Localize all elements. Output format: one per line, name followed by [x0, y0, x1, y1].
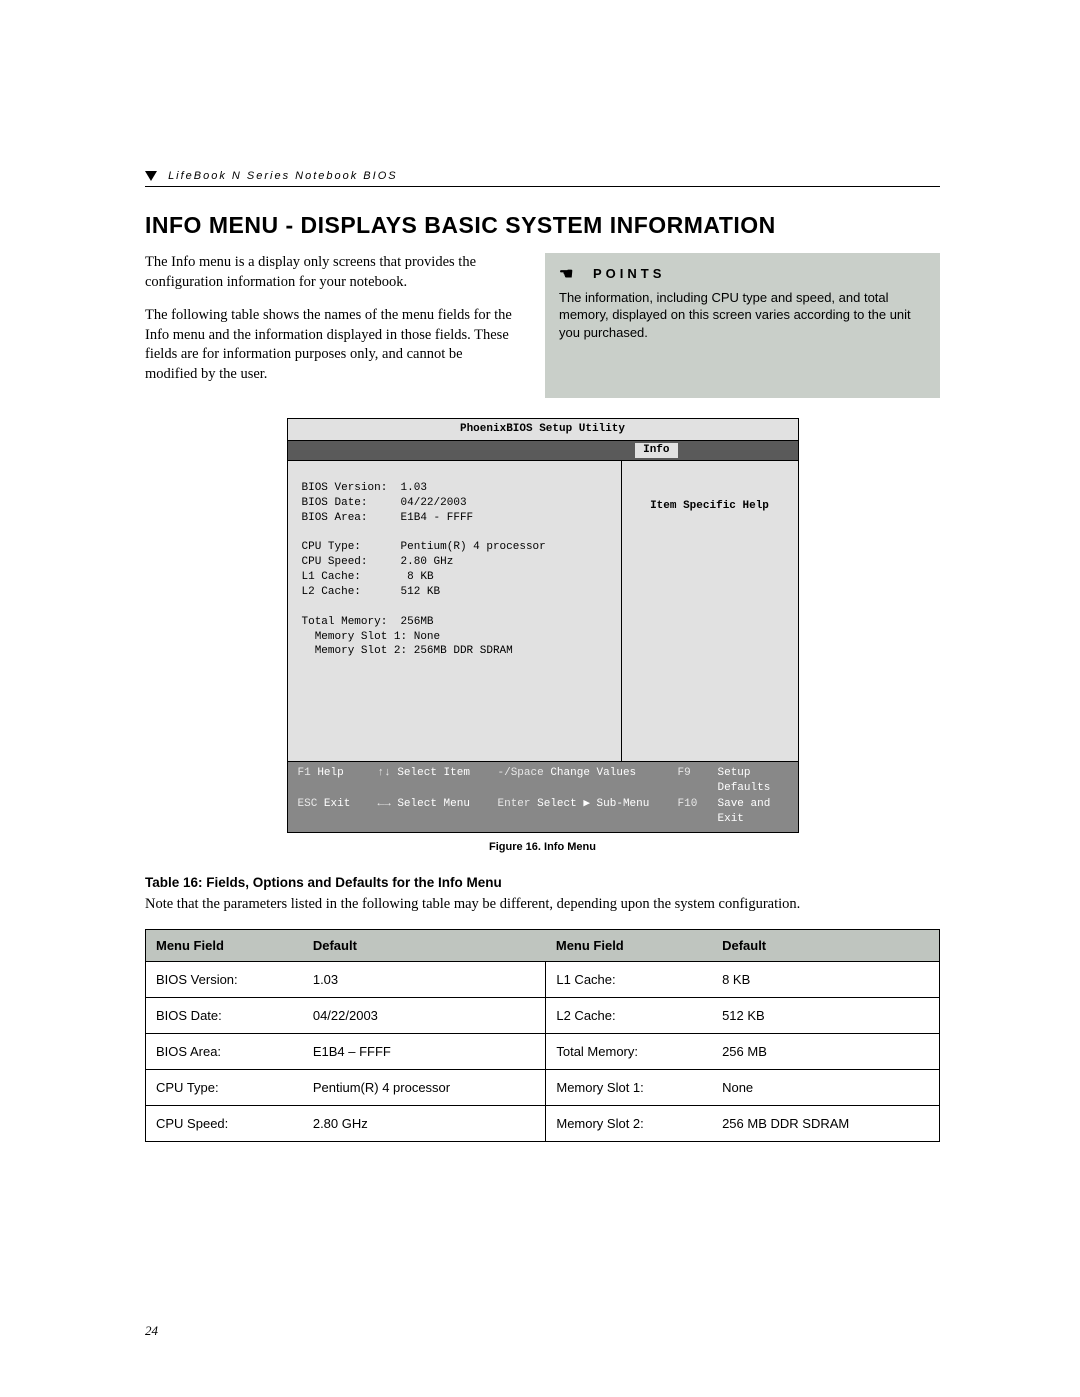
bios-enter-key: Enter [498, 798, 531, 810]
bios-slot1-label: Memory Slot 1: [315, 631, 407, 643]
bios-l1-label: L1 Cache: [302, 571, 361, 583]
bios-f10-key: F10 [678, 798, 698, 810]
cell: Memory Slot 2: [546, 1105, 712, 1141]
bios-bios-version: 1.03 [401, 482, 427, 494]
cell: BIOS Date: [146, 997, 303, 1033]
page-title: INFO MENU - DISPLAYS BASIC SYSTEM INFORM… [145, 212, 940, 239]
cell: 256 MB [712, 1033, 939, 1069]
points-text: The information, including CPU type and … [559, 289, 926, 342]
doc-header: LifeBook N Series Notebook BIOS [145, 170, 940, 187]
cell: Memory Slot 1: [546, 1069, 712, 1105]
intro-p2: The following table shows the names of t… [145, 306, 515, 384]
bios-cpu-type: Pentium(R) 4 processor [401, 541, 546, 553]
bios-slot2: 256MB DDR SDRAM [414, 645, 513, 657]
bios-select-menu: Select Menu [397, 798, 470, 810]
bios-exit-label: Exit [324, 798, 350, 810]
header-triangle-icon [145, 171, 157, 181]
cell: BIOS Version: [146, 961, 303, 997]
figure-caption: Figure 16. Info Menu [145, 841, 940, 853]
cell: E1B4 – FFFF [303, 1033, 546, 1069]
bios-cpu-type-label: CPU Type: [302, 541, 361, 553]
bios-cpu-speed: 2.80 GHz [401, 556, 454, 568]
product-line-text: LifeBook N Series Notebook BIOS [168, 170, 398, 182]
bios-l1: 8 KB [407, 571, 433, 583]
pointer-icon: ☚ [559, 264, 577, 286]
bios-footer: F1 Help ↑↓ Select Item -/Space Change Va… [288, 761, 798, 832]
table-note: Note that the parameters listed in the f… [145, 896, 940, 913]
intro-column: The Info menu is a display only screens … [145, 253, 515, 398]
cell: 04/22/2003 [303, 997, 546, 1033]
cell: Pentium(R) 4 processor [303, 1069, 546, 1105]
bios-help-label: Help [317, 767, 343, 779]
table-header-row: Menu Field Default Menu Field Default [146, 929, 940, 961]
defaults-table: Menu Field Default Menu Field Default BI… [145, 929, 940, 1142]
bios-bios-version-label: BIOS Version: [302, 482, 388, 494]
bios-slot1: None [414, 631, 440, 643]
bios-bios-area: E1B4 - FFFF [401, 512, 474, 524]
bios-help-title: Item Specific Help [630, 499, 790, 514]
bios-bios-area-label: BIOS Area: [302, 512, 368, 524]
bios-l2: 512 KB [401, 586, 441, 598]
bios-esc-key: ESC [298, 798, 318, 810]
intro-p1: The Info menu is a display only screens … [145, 253, 515, 292]
bios-main-panel: BIOS Version: 1.03 BIOS Date: 04/22/2003… [288, 461, 622, 761]
th-default-2: Default [712, 929, 939, 961]
bios-help-panel: Item Specific Help [622, 461, 798, 761]
bios-space-key: -/Space [498, 767, 544, 779]
bios-save-exit: Save and Exit [718, 798, 771, 825]
bios-totalmem-label: Total Memory: [302, 616, 388, 628]
cell: CPU Speed: [146, 1105, 303, 1141]
table-row: BIOS Version: 1.03 L1 Cache: 8 KB [146, 961, 940, 997]
bios-f1-key: F1 [298, 767, 311, 779]
cell: 512 KB [712, 997, 939, 1033]
bios-change-values: Change Values [550, 767, 636, 779]
cell: Total Memory: [546, 1033, 712, 1069]
bios-bios-date: 04/22/2003 [401, 497, 467, 509]
table-row: CPU Type: Pentium(R) 4 processor Memory … [146, 1069, 940, 1105]
points-callout: ☚ POINTS The information, including CPU … [545, 253, 940, 398]
cell: 2.80 GHz [303, 1105, 546, 1141]
bios-select-item: Select Item [397, 767, 470, 779]
table-row: BIOS Area: E1B4 – FFFF Total Memory: 256… [146, 1033, 940, 1069]
bios-select-sub: Select ▶ Sub-Menu [537, 798, 649, 810]
table-row: BIOS Date: 04/22/2003 L2 Cache: 512 KB [146, 997, 940, 1033]
th-menu-field-2: Menu Field [546, 929, 712, 961]
page-number: 24 [145, 1323, 158, 1339]
bios-screenshot: PhoenixBIOS Setup Utility Info BIOS Vers… [287, 418, 799, 832]
bios-cpu-speed-label: CPU Speed: [302, 556, 368, 568]
cell: L1 Cache: [546, 961, 712, 997]
bios-tab-bar: Info [288, 441, 798, 461]
bios-setup-defaults: Setup Defaults [718, 767, 771, 794]
bios-bios-date-label: BIOS Date: [302, 497, 368, 509]
cell: 8 KB [712, 961, 939, 997]
cell: BIOS Area: [146, 1033, 303, 1069]
table-row: CPU Speed: 2.80 GHz Memory Slot 2: 256 M… [146, 1105, 940, 1141]
bios-slot2-label: Memory Slot 2: [315, 645, 407, 657]
cell: None [712, 1069, 939, 1105]
th-default-1: Default [303, 929, 546, 961]
th-menu-field-1: Menu Field [146, 929, 303, 961]
bios-arrows-ud-icon: ↑↓ [378, 767, 391, 779]
bios-totalmem: 256MB [401, 616, 434, 628]
cell: L2 Cache: [546, 997, 712, 1033]
bios-arrows-lr-icon: ←→ [378, 798, 391, 810]
bios-l2-label: L2 Cache: [302, 586, 361, 598]
points-heading: POINTS [593, 266, 665, 281]
bios-tab-info: Info [635, 443, 677, 458]
bios-utility-title: PhoenixBIOS Setup Utility [288, 419, 798, 441]
bios-f9-key: F9 [678, 767, 691, 779]
cell: 256 MB DDR SDRAM [712, 1105, 939, 1141]
table-caption: Table 16: Fields, Options and Defaults f… [145, 875, 940, 890]
cell: CPU Type: [146, 1069, 303, 1105]
cell: 1.03 [303, 961, 546, 997]
